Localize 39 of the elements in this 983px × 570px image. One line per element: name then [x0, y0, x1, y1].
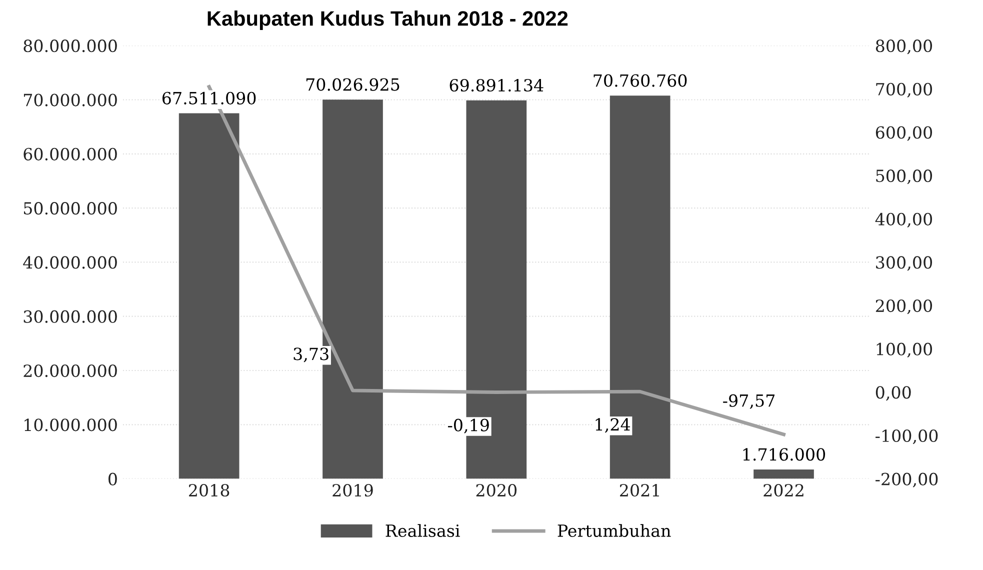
- y2-tick-label: 400,00: [875, 212, 932, 228]
- y2-tick-label: 100,00: [876, 342, 932, 358]
- y2-tick-label: 700,00: [876, 82, 932, 98]
- y-tick-label: 40.000.000: [23, 256, 117, 269]
- y2-tick-label: 0,00: [876, 386, 911, 401]
- y2-tick-label: 500,00: [876, 170, 932, 184]
- y2-tick-label: 600,00: [876, 126, 932, 141]
- y-tick-label: 20.000.000: [24, 364, 117, 378]
- x-tick-label: 2021: [620, 484, 659, 497]
- data-label: 70.026.925: [306, 78, 400, 91]
- data-label: 67.511.090: [162, 92, 256, 104]
- y-tick-label: 60.000.000: [24, 148, 117, 160]
- x-tick-label: 2022: [764, 484, 804, 497]
- data-label: -0,19: [448, 418, 489, 434]
- data-label: 70.760.760: [594, 74, 687, 87]
- y-tick-label: 50.000.000: [24, 202, 117, 215]
- legend-label: Pertumbuhan: [558, 524, 671, 538]
- x-tick-label: 2018: [189, 484, 230, 497]
- y2-tick-label: -100,00: [876, 429, 938, 444]
- y-tick-label: 0: [108, 472, 117, 486]
- bar: [754, 470, 814, 479]
- y-tick-label: 30.000.000: [24, 310, 117, 323]
- y2-tick-label: 300,00: [876, 256, 932, 271]
- bar: [178, 113, 240, 479]
- data-label: 1,24: [596, 418, 630, 433]
- chart-title: Kabupaten Kudus Tahun 2018 - 2022: [208, 10, 568, 30]
- x-tick-label: 2020: [476, 484, 517, 497]
- data-label: 3,73: [294, 348, 328, 362]
- legend-label: Realisasi: [386, 524, 460, 538]
- y-tick-label: 10.000.000: [24, 418, 117, 432]
- x-tick-label: 2019: [332, 484, 373, 497]
- data-label: 1.716.000: [743, 448, 826, 461]
- y-tick-label: 80.000.000: [24, 40, 117, 52]
- y2-tick-label: 200,00: [876, 299, 932, 314]
- y2-tick-label: -200,00: [876, 472, 938, 488]
- data-label: -97,57: [723, 394, 774, 409]
- y-tick-label: 70.000.000: [24, 94, 117, 106]
- y2-tick-label: 800,00: [876, 40, 932, 54]
- data-label: 69.891.134: [450, 78, 544, 92]
